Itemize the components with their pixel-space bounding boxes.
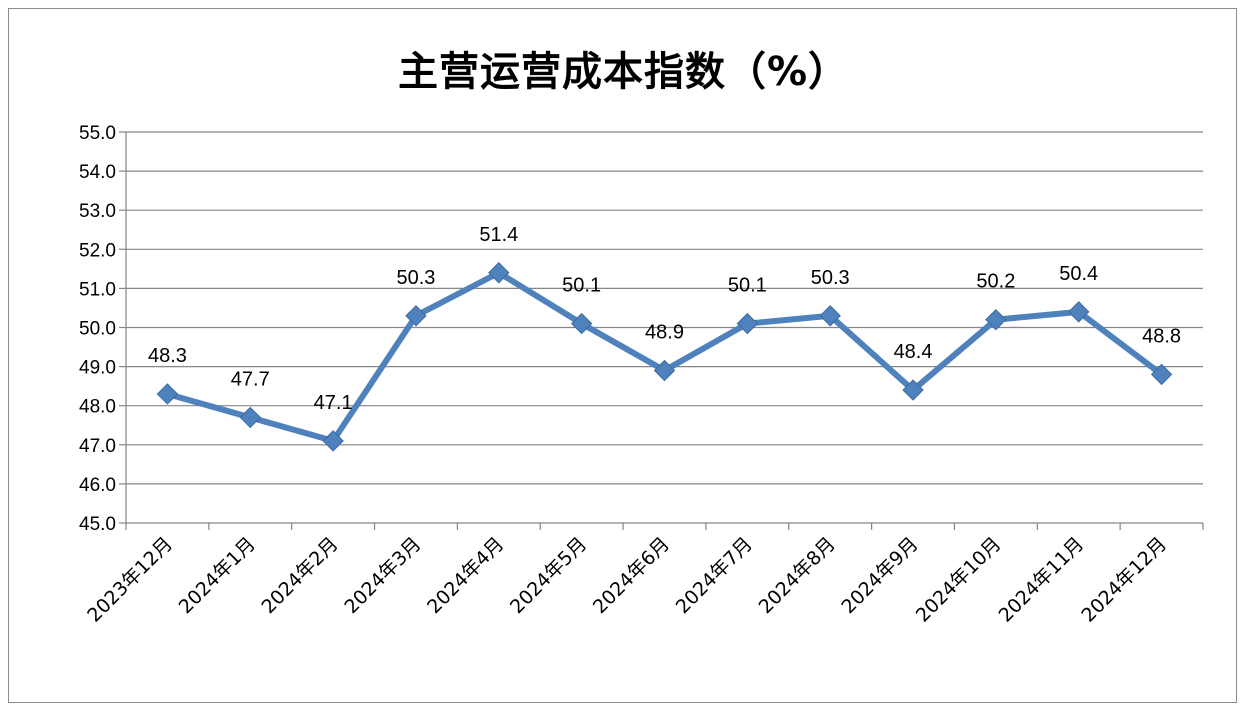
data-point-marker xyxy=(239,406,261,429)
data-point-marker xyxy=(985,308,1007,331)
y-tick-label: 55.0 xyxy=(79,123,116,144)
data-label: 47.7 xyxy=(231,368,270,390)
data-point-marker xyxy=(488,262,510,284)
data-label: 50.3 xyxy=(396,267,435,289)
data-label: 50.1 xyxy=(562,275,601,297)
data-label: 47.1 xyxy=(314,392,353,414)
x-tick-label: 2024年9月 xyxy=(837,533,922,618)
data-label: 48.9 xyxy=(645,322,684,344)
x-tick-label: 2024年6月 xyxy=(589,533,674,618)
data-point-marker xyxy=(653,359,676,382)
data-point-marker xyxy=(819,305,841,327)
data-label: 48.3 xyxy=(148,345,187,367)
data-point-marker xyxy=(156,383,179,405)
chart-title: 主营运营成本指数（%） xyxy=(397,49,850,95)
data-label: 50.4 xyxy=(1059,263,1098,285)
y-tick-label: 48.0 xyxy=(79,397,116,418)
x-tick-label: 2023年12月 xyxy=(83,533,177,627)
x-tick-label: 2024年10月 xyxy=(912,533,1006,627)
y-tick-label: 47.0 xyxy=(79,436,116,457)
x-tick-label: 2024年7月 xyxy=(672,533,757,618)
y-tick-labels: 45.0 46.0 47.0 48.0 49.0 50.0 51.0 52.0 53.0 54.0… xyxy=(79,123,116,535)
y-tick-label: 52.0 xyxy=(79,240,116,261)
series-line-path xyxy=(164,269,1165,444)
series-markers xyxy=(156,262,1173,452)
data-label: 48.4 xyxy=(894,341,933,363)
series-line xyxy=(164,269,1165,444)
chart-frame: 主营运营成本指数（%） xyxy=(8,8,1237,703)
data-labels: 48.3 47.7 47.1 50.3 51.4 50.1 48.9 50.1 50.3 48.4… xyxy=(148,224,1181,414)
y-tick-label: 49.0 xyxy=(79,358,116,379)
data-label: 50.2 xyxy=(976,271,1015,293)
x-tick-labels: 2023年12月2024年1月2024年2月2024年3月2024年4月2024… xyxy=(83,533,1171,627)
data-label: 50.1 xyxy=(728,275,767,297)
axes xyxy=(119,131,1204,530)
y-tick-label: 53.0 xyxy=(79,201,116,222)
x-tick-label: 2024年5月 xyxy=(506,533,591,618)
x-tick-label: 2024年11月 xyxy=(995,533,1089,627)
x-tick-label: 2024年2月 xyxy=(257,533,342,618)
data-point-marker xyxy=(405,305,427,327)
y-tick-label: 46.0 xyxy=(79,475,116,496)
y-tick-label: 50.0 xyxy=(79,319,116,340)
x-tick-label: 2024年3月 xyxy=(340,533,425,618)
data-point-marker xyxy=(1068,301,1090,323)
x-tick-label: 2024年8月 xyxy=(755,533,840,618)
y-tick-label: 51.0 xyxy=(79,279,116,300)
gridlines xyxy=(126,131,1203,485)
data-label: 51.4 xyxy=(479,224,518,246)
x-tick-label: 2024年1月 xyxy=(175,533,260,618)
data-point-marker xyxy=(570,312,593,335)
x-tick-label: 2024年12月 xyxy=(1077,533,1171,627)
data-point-marker xyxy=(1150,363,1173,386)
data-point-marker xyxy=(736,312,759,335)
y-tick-label: 54.0 xyxy=(79,162,116,183)
data-label: 50.3 xyxy=(811,267,850,289)
data-label: 48.8 xyxy=(1142,325,1181,347)
y-tick-label: 45.0 xyxy=(79,514,116,535)
data-point-marker xyxy=(322,430,344,452)
data-point-marker xyxy=(902,379,924,401)
x-tick-label: 2024年4月 xyxy=(423,533,508,618)
